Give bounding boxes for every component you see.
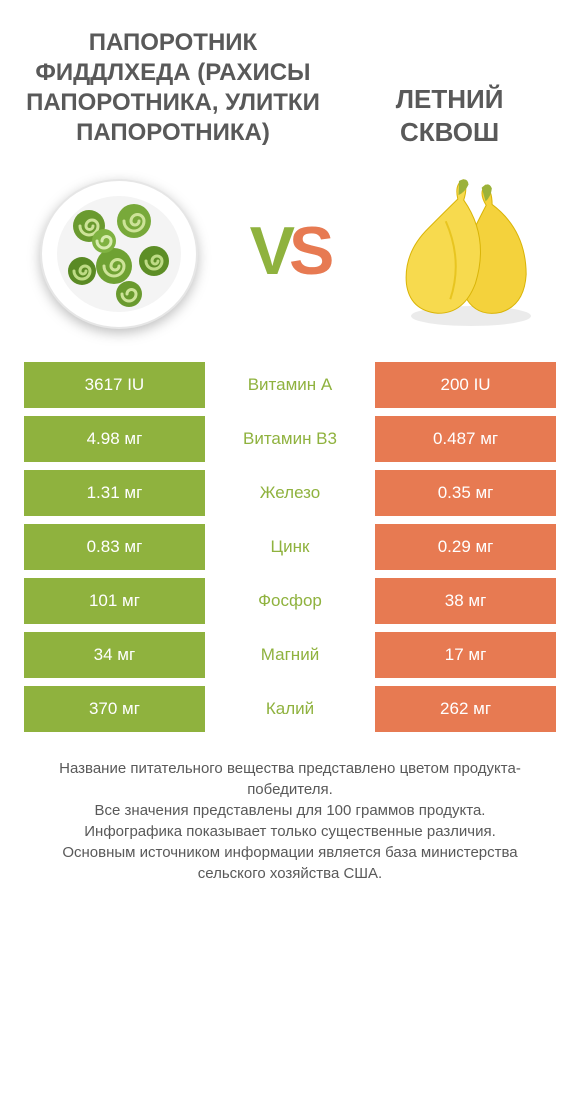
vs-v: V bbox=[250, 217, 291, 285]
nutrient-label: Фосфор bbox=[205, 578, 375, 624]
value-left: 4.98 мг bbox=[24, 416, 205, 462]
versus-row: V S bbox=[24, 166, 556, 336]
nutrient-label: Витамин B3 bbox=[205, 416, 375, 462]
table-row: 370 мгКалий262 мг bbox=[24, 686, 556, 732]
value-left: 0.83 мг bbox=[24, 524, 205, 570]
value-right: 200 IU bbox=[375, 362, 556, 408]
value-right: 0.487 мг bbox=[375, 416, 556, 462]
table-row: 34 мгМагний17 мг bbox=[24, 632, 556, 678]
nutrient-label: Витамин A bbox=[205, 362, 375, 408]
footer-line: Все значения представлены для 100 граммо… bbox=[28, 800, 552, 821]
value-left: 101 мг bbox=[24, 578, 205, 624]
table-row: 0.83 мгЦинк0.29 мг bbox=[24, 524, 556, 570]
footer-notes: Название питательного вещества представл… bbox=[24, 758, 556, 884]
value-left: 370 мг bbox=[24, 686, 205, 732]
nutrient-label: Цинк bbox=[205, 524, 375, 570]
table-row: 1.31 мгЖелезо0.35 мг bbox=[24, 470, 556, 516]
value-right: 17 мг bbox=[375, 632, 556, 678]
food-image-left bbox=[34, 166, 204, 336]
nutrient-label: Железо bbox=[205, 470, 375, 516]
value-left: 1.31 мг bbox=[24, 470, 205, 516]
titles-row: ПАПОРОТНИК ФИДДЛХЕДА (РАХИСЫ ПАПОРОТНИКА… bbox=[24, 28, 556, 148]
infographic-root: ПАПОРОТНИК ФИДДЛХЕДА (РАХИСЫ ПАПОРОТНИКА… bbox=[0, 0, 580, 904]
value-right: 0.29 мг bbox=[375, 524, 556, 570]
value-left: 34 мг bbox=[24, 632, 205, 678]
value-left: 3617 IU bbox=[24, 362, 205, 408]
footer-line: Инфографика показывает только существенн… bbox=[28, 821, 552, 842]
title-left: ПАПОРОТНИК ФИДДЛХЕДА (РАХИСЫ ПАПОРОТНИКА… bbox=[24, 28, 322, 148]
value-right: 38 мг bbox=[375, 578, 556, 624]
vs-label: V S bbox=[250, 217, 331, 285]
food-image-right bbox=[376, 166, 546, 336]
table-row: 3617 IUВитамин A200 IU bbox=[24, 362, 556, 408]
vs-s: S bbox=[289, 217, 330, 285]
value-right: 0.35 мг bbox=[375, 470, 556, 516]
table-row: 4.98 мгВитамин B30.487 мг bbox=[24, 416, 556, 462]
comparison-table: 3617 IUВитамин A200 IU4.98 мгВитамин B30… bbox=[24, 362, 556, 732]
value-right: 262 мг bbox=[375, 686, 556, 732]
table-row: 101 мгФосфор38 мг bbox=[24, 578, 556, 624]
nutrient-label: Магний bbox=[205, 632, 375, 678]
title-right: ЛЕТНИЙ СКВОШ bbox=[343, 83, 556, 148]
nutrient-label: Калий bbox=[205, 686, 375, 732]
footer-line: Основным источником информации является … bbox=[28, 842, 552, 884]
footer-line: Название питательного вещества представл… bbox=[28, 758, 552, 800]
